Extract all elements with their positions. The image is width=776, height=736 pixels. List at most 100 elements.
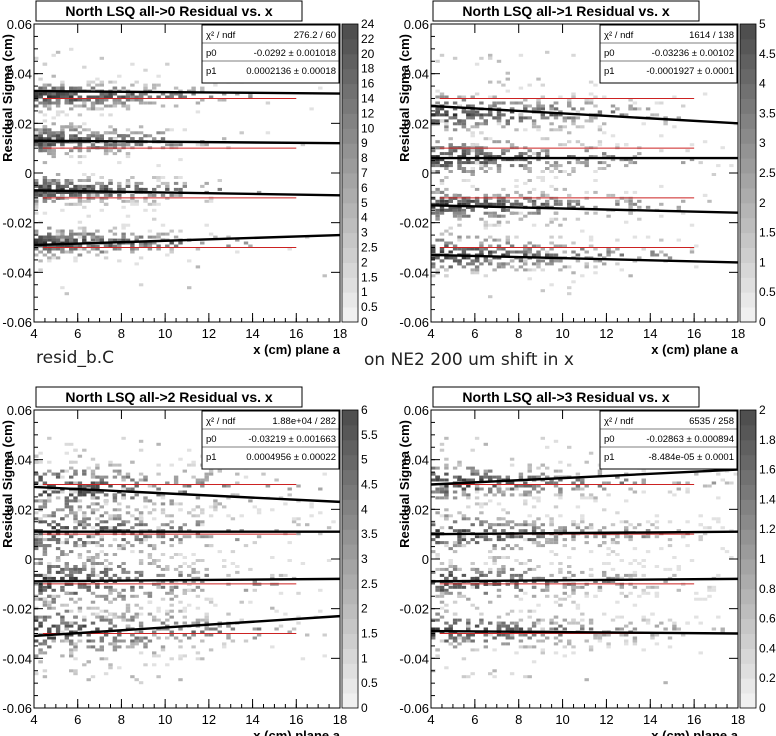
heatmap-cell: [130, 514, 135, 518]
heatmap-cell: [439, 600, 445, 604]
heatmap-cell: [452, 565, 458, 568]
heatmap-cell: [479, 573, 484, 577]
heatmap-cell: [474, 535, 480, 539]
heatmap-cell: [575, 526, 581, 530]
heatmap-cell: [457, 119, 462, 123]
x-axis-title: x (cm) plane a: [253, 342, 340, 357]
heatmap-cell: [60, 603, 65, 607]
heatmap-cell: [553, 439, 559, 443]
heatmap-cell: [112, 642, 118, 646]
heatmap-cell: [47, 134, 52, 138]
heatmap-cell: [173, 86, 179, 90]
heatmap-cell: [60, 143, 65, 147]
heatmap-cell: [51, 576, 56, 580]
heatmap-cell: [134, 639, 139, 643]
heatmap-cell: [527, 104, 532, 108]
heatmap-cell: [256, 535, 262, 539]
heatmap-cell: [90, 612, 96, 616]
heatmap-cell: [90, 493, 96, 497]
heatmap-cell: [42, 247, 48, 251]
heatmap-cell: [51, 101, 56, 105]
heatmap-cell: [518, 523, 524, 527]
heatmap-cell: [82, 585, 87, 589]
heatmap-cell: [509, 621, 515, 625]
heatmap-cell: [182, 556, 187, 559]
heatmap-cell: [558, 478, 563, 482]
heatmap-cell: [187, 259, 192, 263]
palette-label: 24: [361, 17, 375, 31]
heatmap-cell: [461, 98, 467, 102]
heatmap-cell: [103, 502, 109, 506]
heatmap-cell: [540, 193, 545, 197]
heatmap-cell: [461, 247, 467, 251]
heatmap-cell: [117, 615, 122, 619]
heatmap-cell: [470, 161, 475, 165]
heatmap-cell: [112, 137, 118, 141]
heatmap-cell: [439, 496, 445, 500]
heatmap-cell: [501, 214, 506, 218]
heatmap-cell: [99, 490, 104, 494]
heatmap-cell: [77, 161, 83, 165]
heatmap-cell: [152, 176, 157, 179]
heatmap-cell: [42, 235, 48, 239]
heatmap-cell: [165, 95, 170, 99]
heatmap-cell: [138, 651, 144, 655]
heatmap-cell: [69, 128, 74, 132]
heatmap-cell: [558, 164, 563, 168]
heatmap-cell: [103, 633, 109, 637]
heatmap-cell: [134, 484, 139, 488]
heatmap-cell: [82, 618, 87, 622]
heatmap-cell: [439, 594, 445, 598]
heatmap-cell: [514, 101, 519, 105]
heatmap-cell: [659, 250, 664, 254]
heatmap-cell: [466, 675, 471, 679]
heatmap-cell: [488, 600, 493, 604]
heatmap-cell: [571, 119, 576, 123]
heatmap-cell: [597, 125, 603, 129]
heatmap-cell: [51, 190, 56, 194]
heatmap-cell: [729, 556, 734, 559]
heatmap-cell: [615, 475, 620, 479]
heatmap-cell: [593, 83, 598, 87]
heatmap-cell: [514, 523, 519, 527]
heatmap-cell: [69, 238, 74, 242]
heatmap-cell: [86, 556, 91, 559]
heatmap-cell: [82, 179, 87, 182]
heatmap-cell: [191, 463, 196, 467]
heatmap-cell: [545, 514, 550, 518]
heatmap-cell: [108, 576, 113, 580]
heatmap-cell: [711, 627, 717, 631]
heatmap-cell: [474, 199, 480, 203]
heatmap-cell: [531, 520, 537, 524]
heatmap-cell: [77, 199, 83, 203]
heatmap-cell: [152, 199, 157, 203]
heatmap-cell: [474, 490, 480, 494]
heatmap-cell: [90, 541, 96, 545]
heatmap-cell: [208, 535, 214, 539]
heatmap-cell: [108, 149, 113, 153]
heatmap-cell: [51, 535, 56, 539]
heatmap-cell: [663, 116, 668, 120]
heatmap-cell: [121, 86, 126, 90]
x-tick-label: 16: [289, 326, 303, 341]
palette-label: 5: [361, 453, 368, 467]
heatmap-cell: [439, 164, 445, 168]
heatmap-cell: [479, 535, 484, 539]
heatmap-cell: [444, 122, 449, 126]
heatmap-cell: [187, 603, 192, 607]
heatmap-cell: [169, 544, 174, 548]
heatmap-cell: [461, 675, 467, 679]
heatmap-cell: [195, 110, 201, 114]
heatmap-cell: [641, 615, 646, 619]
heatmap-cell: [602, 262, 607, 266]
stats-value: 1614 / 138: [689, 30, 734, 41]
heatmap-cell: [676, 238, 681, 242]
heatmap-cell: [256, 511, 262, 515]
heatmap-cell: [156, 244, 161, 248]
y-tick-label: -0.04: [2, 651, 32, 666]
heatmap-cell: [182, 128, 187, 132]
heatmap-cell: [47, 92, 52, 96]
heatmap-cell: [496, 262, 502, 266]
heatmap-cell: [73, 514, 78, 518]
heatmap-cell: [509, 633, 515, 637]
